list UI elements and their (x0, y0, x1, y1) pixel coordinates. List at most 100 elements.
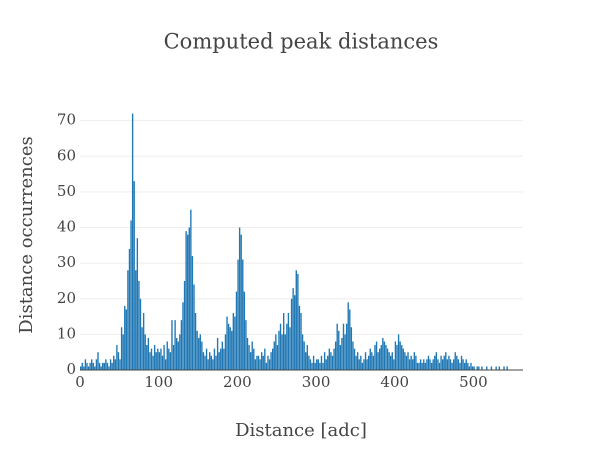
bar (456, 355, 458, 370)
bar (361, 362, 364, 370)
bar (465, 359, 467, 370)
bar (289, 327, 291, 370)
bar (177, 341, 179, 370)
bar (379, 348, 381, 370)
bar (486, 366, 488, 370)
bar (133, 181, 135, 370)
bar (424, 362, 427, 370)
bar (153, 345, 156, 370)
bar (279, 323, 282, 370)
bar (210, 355, 212, 370)
bar (240, 234, 242, 370)
bar (454, 352, 456, 370)
bar (161, 355, 164, 370)
bar (270, 352, 272, 370)
bar (276, 345, 279, 370)
bar (242, 259, 244, 370)
bar (478, 366, 480, 370)
bar (342, 323, 345, 370)
bar (287, 313, 290, 370)
bar (147, 337, 150, 370)
bar (204, 355, 206, 370)
bar (390, 355, 392, 370)
bar (401, 345, 403, 370)
bar (476, 366, 478, 370)
bar (303, 341, 305, 370)
bar (248, 345, 250, 370)
bar (446, 359, 449, 370)
bar (404, 352, 406, 370)
bar (345, 323, 348, 370)
bar (394, 341, 397, 370)
bar (155, 352, 157, 370)
bar (312, 355, 315, 370)
bar (262, 355, 264, 370)
bar (449, 359, 452, 370)
bar (256, 355, 258, 370)
bar (166, 341, 168, 370)
bar (437, 359, 439, 370)
bar (297, 273, 299, 370)
bar (226, 316, 228, 370)
bar (306, 345, 308, 370)
x-tick-label: 200 (223, 373, 252, 391)
bar (223, 348, 225, 370)
bar (356, 352, 359, 370)
bar (396, 345, 398, 370)
bar (316, 359, 318, 370)
bar (309, 359, 312, 370)
x-tick-label: 500 (459, 373, 488, 391)
bar (305, 352, 307, 370)
bar (174, 320, 176, 370)
bar (221, 341, 224, 370)
bar (369, 348, 371, 370)
bar (290, 298, 293, 370)
bar (407, 352, 409, 370)
bar (209, 352, 211, 370)
bar (180, 320, 183, 370)
bar (179, 334, 181, 370)
bar (253, 348, 255, 370)
bar (229, 327, 231, 370)
bar (213, 348, 216, 370)
bar (377, 352, 379, 370)
x-tick-label: 400 (380, 373, 409, 391)
bar (265, 362, 268, 370)
bar (413, 352, 416, 370)
bar (245, 320, 247, 370)
bar (317, 359, 320, 370)
bar (443, 355, 445, 370)
bar (149, 352, 151, 370)
bar (434, 355, 436, 370)
bar (109, 359, 112, 370)
bar (220, 348, 222, 370)
y-tick-label: 70 (57, 111, 76, 129)
y-axis-title: Distance occurrences (16, 136, 37, 333)
bar (367, 355, 370, 370)
bar (171, 320, 173, 370)
bar (371, 352, 373, 370)
bar (330, 352, 332, 370)
bar (80, 366, 82, 370)
bar (333, 348, 335, 370)
y-tick-label: 60 (57, 146, 76, 164)
bar (202, 352, 205, 370)
bar (157, 348, 159, 370)
bar (146, 345, 148, 370)
bar (352, 341, 354, 370)
bar (408, 359, 411, 370)
bar (232, 313, 235, 370)
bar (127, 270, 129, 370)
bar (405, 355, 408, 370)
bar (278, 330, 280, 370)
bar (421, 362, 423, 370)
bar (286, 323, 288, 370)
bar (463, 362, 466, 370)
bar (268, 359, 271, 370)
bar (427, 355, 430, 370)
bar (81, 362, 83, 370)
bar (292, 288, 294, 370)
bar (193, 284, 195, 370)
bar (254, 359, 257, 370)
